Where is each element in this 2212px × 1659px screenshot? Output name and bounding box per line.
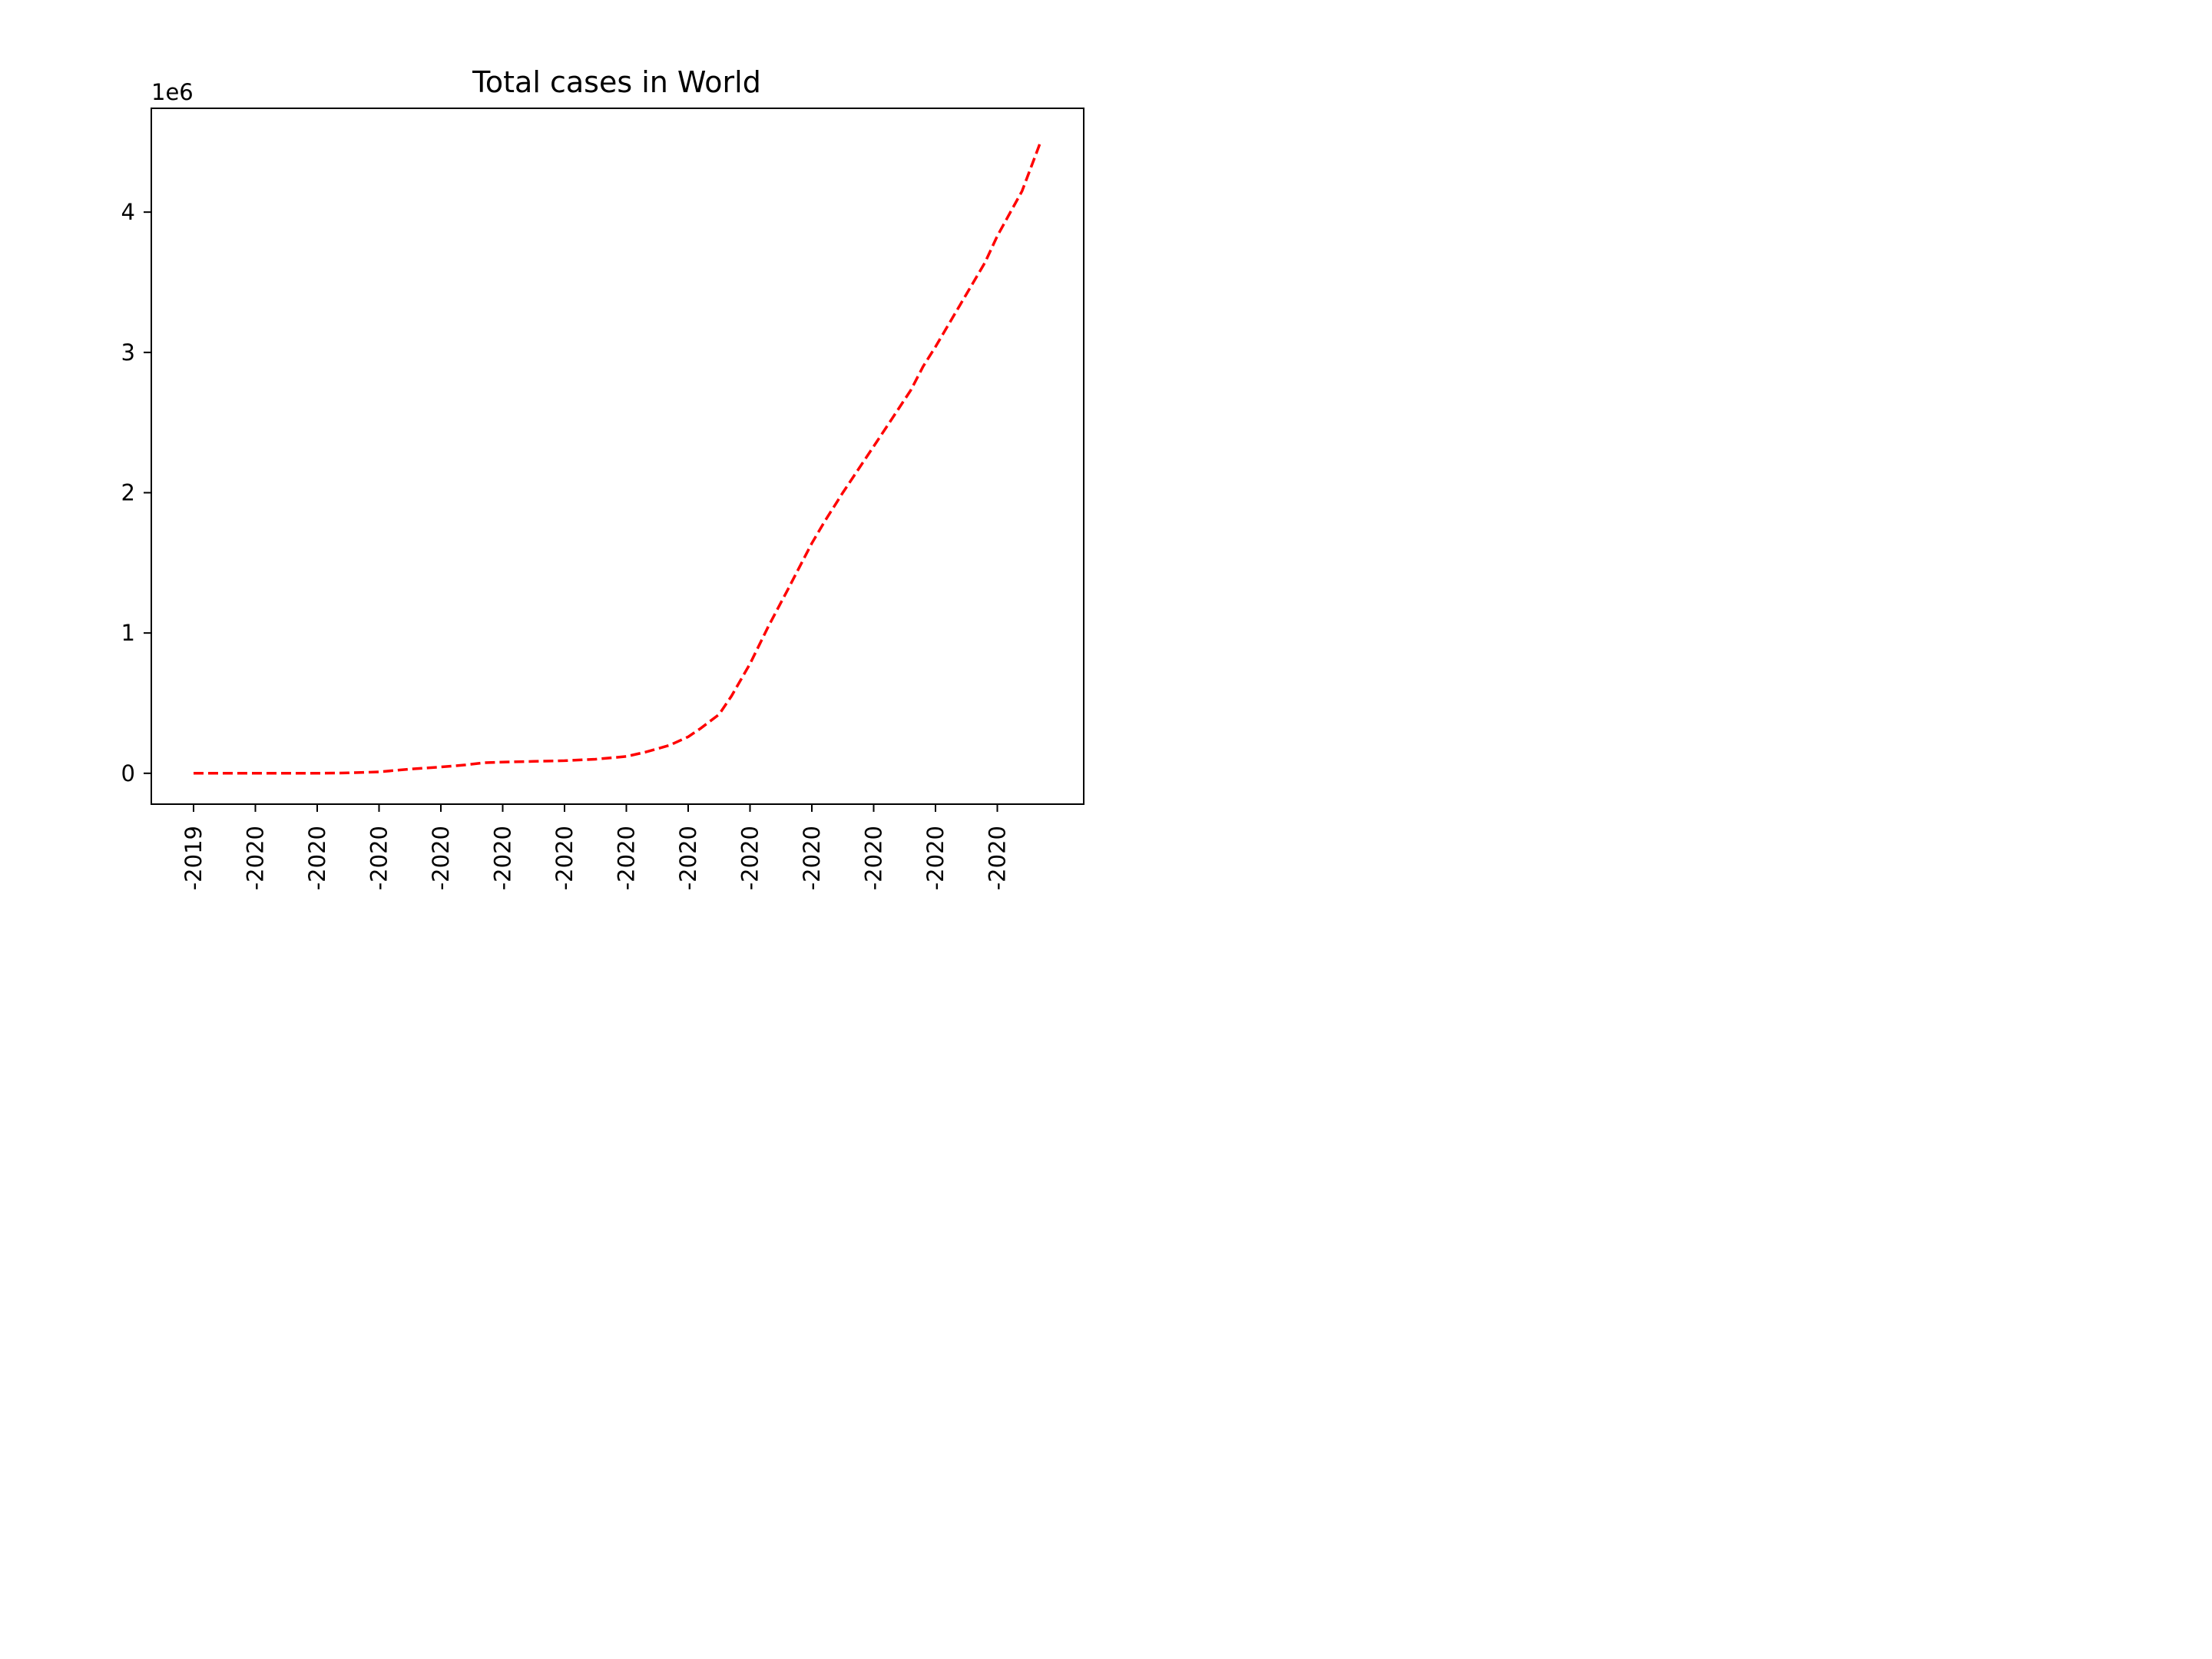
series-line-total-cases bbox=[194, 141, 1042, 775]
x-tick-label: -2020 bbox=[614, 826, 640, 890]
x-tick-label: -2020 bbox=[243, 826, 269, 890]
y-offset-label: 1e6 bbox=[151, 79, 194, 105]
plot-area-frame bbox=[151, 108, 1084, 805]
x-tick-label: -2019 bbox=[180, 826, 207, 890]
x-tick-label: -2020 bbox=[861, 826, 887, 890]
x-tick-label: -2020 bbox=[551, 826, 578, 890]
x-tick-label: -2020 bbox=[428, 826, 454, 890]
line-chart: Total cases in World 1e6 0 1 2 3 4 -2019 -202… bbox=[0, 0, 1199, 903]
y-tick-label: 3 bbox=[121, 339, 135, 366]
y-tick-label: 2 bbox=[121, 479, 135, 505]
y-tick-label: 0 bbox=[121, 760, 135, 786]
y-tick-label: 4 bbox=[121, 199, 135, 225]
x-tick-label: -2020 bbox=[737, 826, 763, 890]
figure-background bbox=[0, 0, 1199, 903]
chart-title: Total cases in World bbox=[472, 65, 761, 99]
y-tick-label: 1 bbox=[121, 620, 135, 646]
y-axis-ticks: 0 1 2 3 4 bbox=[121, 199, 151, 786]
x-tick-label: -2020 bbox=[922, 826, 949, 890]
x-tick-label: -2020 bbox=[366, 826, 392, 890]
x-tick-label: -2020 bbox=[675, 826, 701, 890]
x-tick-label: -2020 bbox=[304, 826, 330, 890]
x-tick-label: -2020 bbox=[985, 826, 1011, 890]
x-tick-label: -2020 bbox=[490, 826, 516, 890]
x-axis-ticks: -2019 -2020 -2020 -2020 -2020 -2020 -2020 -2020… bbox=[180, 804, 1011, 890]
x-tick-label: -2020 bbox=[799, 826, 825, 890]
